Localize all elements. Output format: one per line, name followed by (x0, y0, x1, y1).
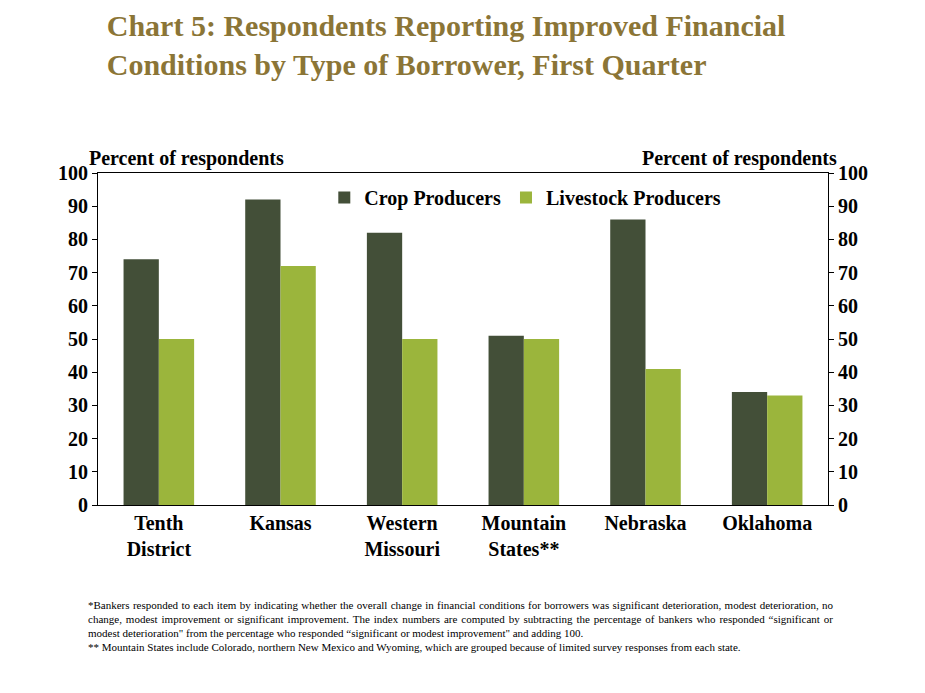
svg-text:100: 100 (838, 162, 868, 184)
svg-text:60: 60 (838, 295, 858, 317)
svg-text:90: 90 (68, 195, 88, 217)
svg-text:30: 30 (838, 394, 858, 416)
svg-text:60: 60 (68, 295, 88, 317)
svg-text:40: 40 (838, 361, 858, 383)
svg-text:90: 90 (838, 195, 858, 217)
svg-text:WesternMissouri: WesternMissouri (364, 512, 440, 560)
svg-text:Nebraska: Nebraska (604, 512, 686, 534)
svg-text:Crop Producers: Crop Producers (364, 187, 501, 210)
svg-text:30: 30 (68, 394, 88, 416)
html-text:** Mountain States include Col: ** Mountain States include Colorado, nor… (88, 641, 741, 653)
html-text:*Bankers responded to each ite: *Bankers responded to each item by indic… (88, 599, 833, 639)
svg-text:0: 0 (78, 494, 88, 516)
svg-text:100: 100 (58, 162, 88, 184)
svg-text:TenthDistrict: TenthDistrict (127, 512, 192, 560)
svg-text:0: 0 (838, 494, 848, 516)
svg-text:10: 10 (838, 461, 858, 483)
svg-text:Chart 5: Respondents Reporting: Chart 5: Respondents Reporting Improved … (107, 9, 786, 81)
svg-text:Kansas: Kansas (249, 512, 311, 534)
svg-text:50: 50 (838, 328, 858, 350)
svg-text:20: 20 (68, 428, 88, 450)
svg-text:Livestock Producers: Livestock Producers (546, 187, 721, 209)
svg-text:40: 40 (68, 361, 88, 383)
svg-text:50: 50 (68, 328, 88, 350)
svg-text:80: 80 (838, 228, 858, 250)
svg-text:80: 80 (68, 228, 88, 250)
svg-text:MountainStates**: MountainStates** (482, 512, 566, 560)
svg-text:Percent of respondents: Percent of respondents (642, 147, 837, 170)
svg-text:Percent of respondents: Percent of respondents (89, 147, 284, 170)
svg-text:70: 70 (838, 262, 858, 284)
svg-text:70: 70 (68, 262, 88, 284)
svg-text:Oklahoma: Oklahoma (722, 512, 812, 534)
svg-text:10: 10 (68, 461, 88, 483)
svg-text:20: 20 (838, 428, 858, 450)
